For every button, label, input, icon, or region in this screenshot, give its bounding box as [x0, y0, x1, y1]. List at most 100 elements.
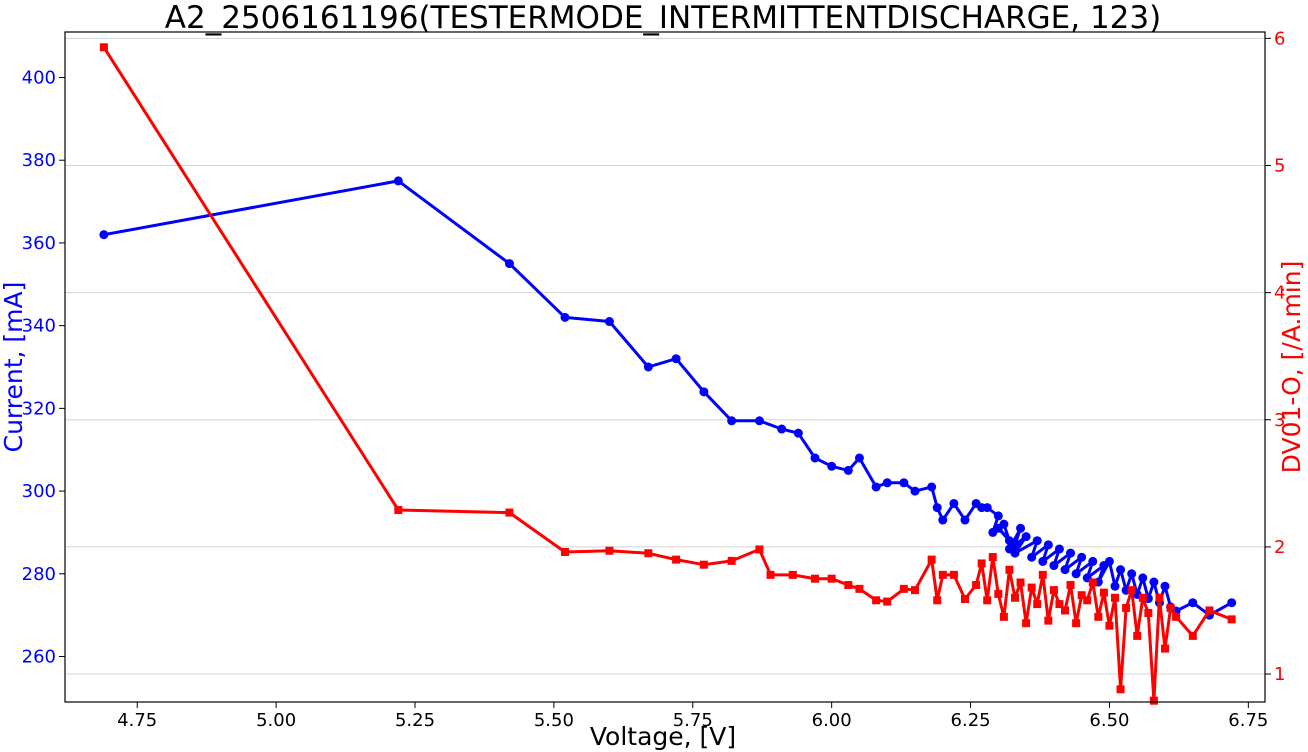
y-left-tick-label: 400 — [22, 67, 56, 88]
data-point — [883, 597, 892, 606]
data-point — [1111, 593, 1119, 602]
dv01-series — [99, 43, 1236, 705]
data-point — [988, 553, 997, 562]
data-point — [932, 503, 942, 513]
data-point — [1155, 593, 1164, 602]
y-axis-left-label: Current, [mA] — [0, 282, 28, 453]
data-point — [788, 570, 797, 579]
data-point — [899, 584, 908, 593]
data-point — [827, 461, 837, 471]
data-point — [561, 547, 569, 556]
data-point — [727, 556, 736, 565]
data-point — [1133, 631, 1142, 640]
data-point — [1116, 565, 1126, 575]
data-point — [699, 560, 708, 569]
data-point — [993, 523, 1003, 533]
y-left-tick-label: 380 — [22, 150, 56, 171]
data-point — [994, 589, 1003, 598]
data-point — [1055, 600, 1064, 609]
data-point — [810, 453, 820, 463]
data-point — [1205, 606, 1214, 615]
data-point — [827, 574, 836, 583]
series-layer — [99, 43, 1237, 705]
x-axis-label: Voltage, [V] — [590, 722, 736, 751]
data-point — [911, 586, 919, 595]
data-point — [993, 511, 1003, 521]
data-point — [927, 555, 936, 564]
grid-lines — [65, 37, 1265, 675]
data-point — [1072, 619, 1081, 628]
data-point — [1027, 583, 1036, 592]
data-point — [1016, 578, 1025, 587]
data-point — [1127, 569, 1137, 579]
data-point — [1144, 609, 1153, 618]
current-series — [99, 176, 1237, 620]
data-point — [1077, 552, 1087, 562]
data-point — [871, 482, 881, 492]
data-point — [560, 312, 570, 322]
data-point — [999, 612, 1008, 621]
data-point — [393, 176, 403, 186]
data-point — [1011, 593, 1019, 602]
x-tick-label: 5.00 — [256, 710, 296, 731]
y-right-tick-label: 6 — [1274, 28, 1285, 49]
y-right-tick-label: 5 — [1274, 155, 1285, 176]
data-point — [811, 574, 819, 583]
data-point — [1099, 588, 1108, 597]
data-point — [727, 416, 737, 426]
data-point — [1049, 586, 1058, 595]
x-tick-label: 4.75 — [117, 710, 157, 731]
data-point — [872, 596, 881, 605]
data-point — [961, 595, 969, 604]
x-tick-label: 6.75 — [1228, 710, 1268, 731]
data-point — [938, 515, 948, 525]
data-point — [699, 387, 709, 397]
data-point — [938, 570, 947, 579]
tick-layer: 4.75 5.00 5.25 5.50 5.75 6.00 6.25 6.50 6.75 260 2… — [22, 28, 1286, 731]
data-point — [927, 482, 937, 492]
y-right-tick-label: 4 — [1274, 283, 1285, 304]
data-point — [1094, 612, 1103, 621]
x-tick-label: 5.50 — [534, 710, 574, 731]
y-left-tick-label: 260 — [22, 647, 56, 668]
data-point — [505, 508, 514, 517]
data-point — [1227, 598, 1237, 608]
data-point — [854, 453, 864, 463]
data-point — [1016, 523, 1026, 533]
y-left-tick-label: 360 — [22, 233, 56, 254]
data-point — [1071, 569, 1081, 579]
data-point — [1227, 615, 1236, 624]
data-point — [1149, 577, 1159, 587]
data-point — [1010, 548, 1020, 558]
data-point — [1104, 556, 1114, 566]
data-point — [643, 362, 653, 372]
data-point — [671, 354, 681, 364]
data-point — [844, 581, 853, 590]
data-point — [855, 584, 864, 593]
data-point — [1060, 565, 1070, 575]
data-point — [1122, 603, 1131, 612]
data-point — [1188, 631, 1197, 640]
data-point — [972, 581, 981, 590]
data-point — [1049, 561, 1059, 571]
data-point — [1161, 644, 1169, 653]
data-point — [755, 545, 764, 554]
x-tick-label: 5.75 — [673, 710, 713, 731]
y-left-tick-label: 340 — [22, 316, 56, 337]
y-right-tick-label: 2 — [1274, 537, 1285, 558]
data-point — [1061, 606, 1069, 615]
data-point — [949, 570, 958, 579]
chart-title: A2_2506161196(TESTERMODE_INTERMITTENTDIS… — [165, 0, 1161, 36]
y-left-tick-label: 280 — [22, 564, 56, 585]
data-point — [982, 503, 992, 513]
data-point — [949, 498, 959, 508]
data-point — [899, 478, 909, 488]
y-right-tick-label: 3 — [1274, 410, 1285, 431]
data-point — [1043, 540, 1053, 550]
data-point — [504, 259, 514, 269]
x-tick-label: 6.50 — [1089, 710, 1129, 731]
data-point — [1138, 573, 1148, 583]
data-point — [1066, 581, 1075, 590]
data-point — [754, 416, 764, 426]
data-point — [960, 515, 970, 525]
